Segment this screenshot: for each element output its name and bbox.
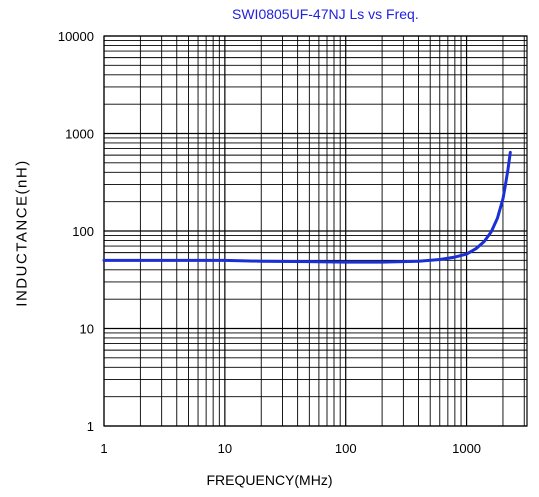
tick-labels: 1 10 100 1000 1 10 100 1000 10000 <box>58 29 481 456</box>
x-axis-label: FREQUENCY(MHz) <box>206 472 333 488</box>
x-tick-label: 100 <box>335 441 357 456</box>
x-tick-label: 1 <box>100 441 107 456</box>
grid <box>103 35 528 427</box>
y-axis-label: INDUCTANCE(nH) <box>13 159 31 307</box>
series-line <box>102 150 512 264</box>
x-tick-label: 1000 <box>452 441 481 456</box>
y-tick-label: 100 <box>72 224 94 239</box>
x-tick-label: 10 <box>218 441 232 456</box>
y-tick-label: 10 <box>80 322 94 337</box>
y-tick-label: 1 <box>87 419 94 434</box>
plot-frame <box>103 35 528 427</box>
series-group <box>102 150 512 264</box>
y-tick-label: 10000 <box>58 29 94 44</box>
chart-title: SWI0805UF-47NJ Ls vs Freq. <box>232 6 419 22</box>
y-tick-label: 1000 <box>65 127 94 142</box>
